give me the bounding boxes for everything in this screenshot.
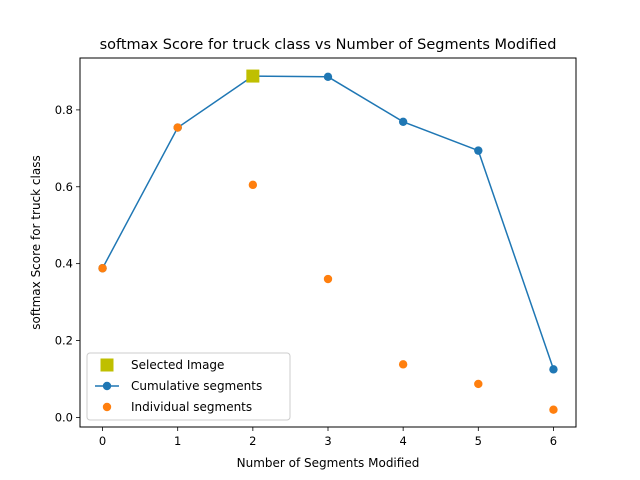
x-tick-label: 4 bbox=[399, 434, 406, 448]
legend-selected-image-marker bbox=[100, 358, 114, 372]
individual-segments-point bbox=[474, 379, 483, 389]
y-tick-label: 0.8 bbox=[55, 103, 73, 117]
axis-ticks: 0 1 2 3 4 5 6 0.0 0.2 0.4 0.6 0.8 bbox=[55, 103, 557, 448]
x-tick-label: 0 bbox=[99, 434, 106, 448]
y-tick-label: 0.0 bbox=[55, 410, 73, 424]
individual-segments-point bbox=[398, 360, 408, 369]
individual-segments-point bbox=[173, 123, 182, 132]
chart-title: softmax Score for truck class vs Number … bbox=[100, 37, 557, 53]
x-tick-label: 2 bbox=[249, 434, 256, 448]
cumulative-segments-point bbox=[549, 365, 558, 374]
cumulative-segments-point bbox=[398, 117, 408, 127]
y-tick-label: 0.4 bbox=[55, 257, 73, 271]
plot-marks bbox=[98, 69, 558, 414]
x-tick-label: 3 bbox=[324, 434, 331, 448]
selected-image-marker bbox=[246, 69, 260, 83]
individual-segments-point bbox=[323, 274, 333, 284]
cumulative-segments-point bbox=[474, 146, 483, 155]
legend-cumulative-label: Cumulative segments bbox=[131, 379, 262, 393]
x-tick-label: 5 bbox=[475, 434, 482, 448]
y-tick-label: 0.2 bbox=[55, 334, 73, 348]
individual-segments-point bbox=[98, 264, 107, 273]
individual-segments-point bbox=[549, 405, 558, 414]
legend-box bbox=[86, 352, 291, 421]
legend-individual-label: Individual segments bbox=[131, 400, 252, 414]
legend-cumulative-marker bbox=[102, 381, 112, 391]
x-axis-label: Number of Segments Modified bbox=[237, 456, 420, 470]
y-axis-label: softmax Score for truck class bbox=[29, 155, 43, 329]
legend: Selected Image Cumulative segments Individ… bbox=[86, 352, 291, 421]
x-tick-label: 1 bbox=[174, 434, 181, 448]
legend-selected-image-label: Selected Image bbox=[131, 358, 224, 372]
individual-segments-point bbox=[248, 180, 258, 190]
legend-individual-marker bbox=[102, 402, 112, 412]
y-tick-label: 0.6 bbox=[55, 180, 73, 194]
cumulative-segments-point bbox=[323, 72, 333, 82]
x-tick-label: 6 bbox=[550, 434, 557, 448]
